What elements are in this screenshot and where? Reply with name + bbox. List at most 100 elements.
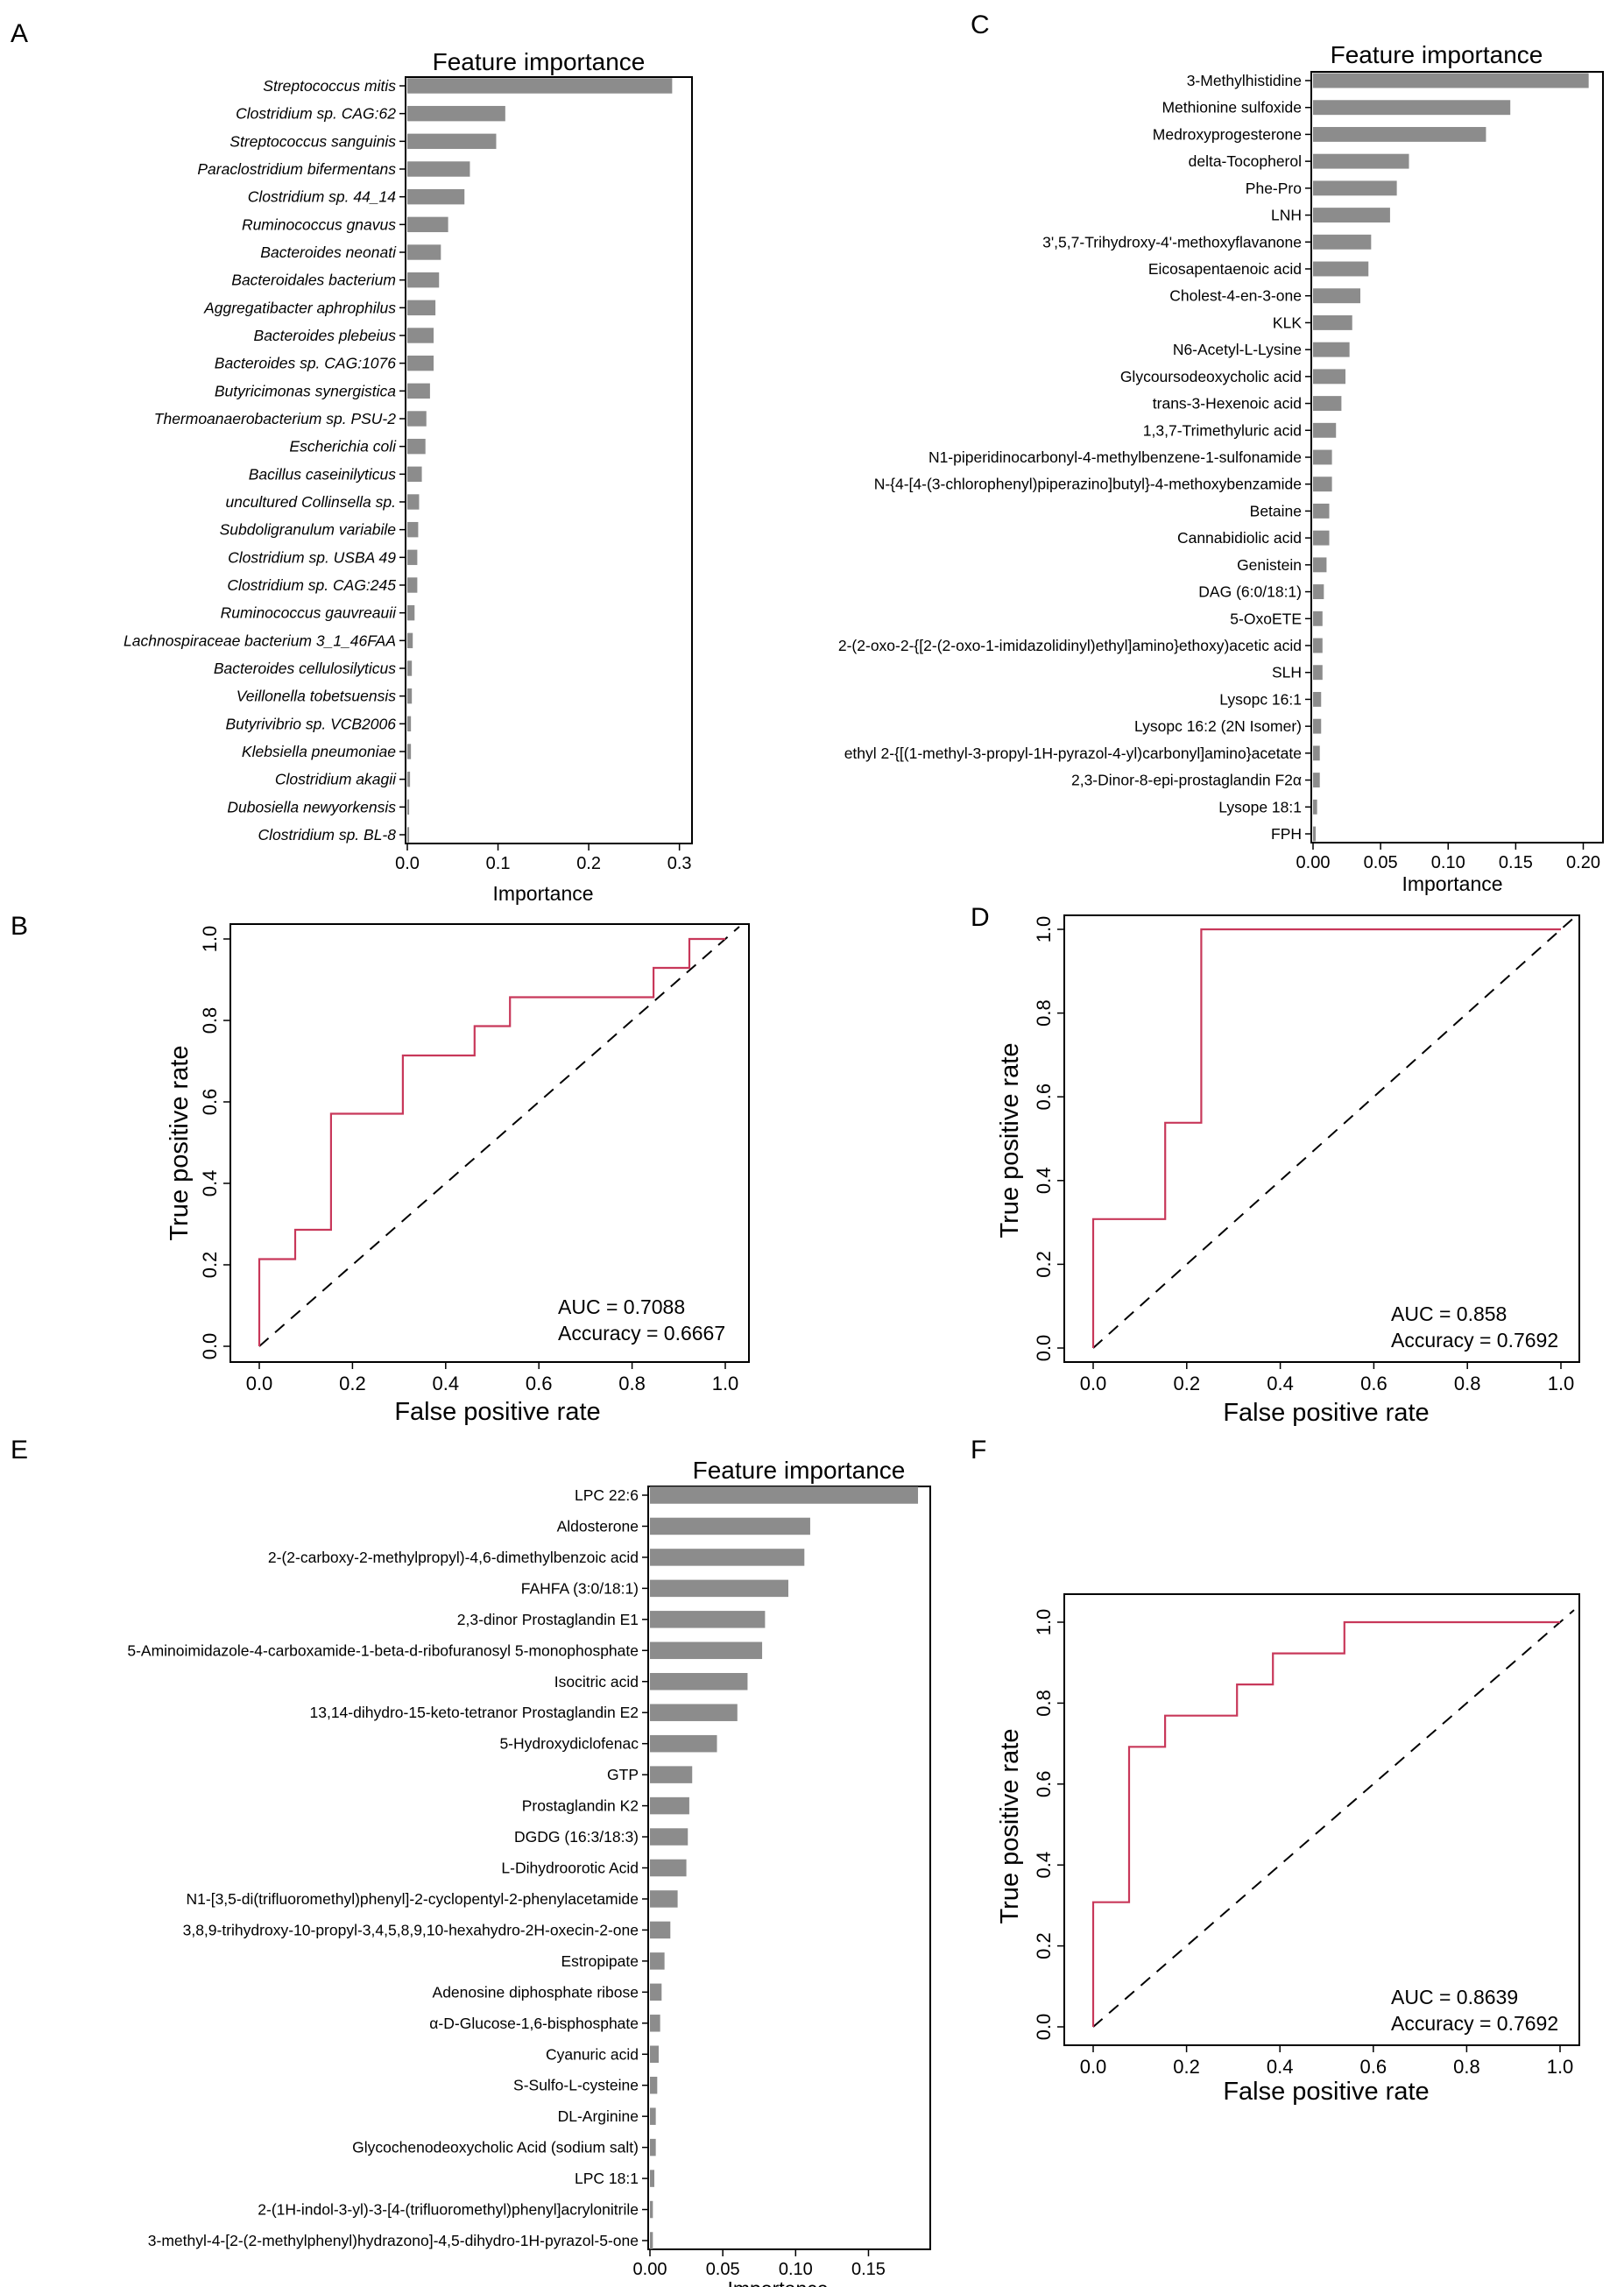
- y-tick-label: 13,14-dihydro-15-keto-tetranor Prostagla…: [310, 1704, 639, 1721]
- y-tick-label: Butyricimonas synergistica: [215, 382, 396, 399]
- bar: [407, 688, 413, 704]
- x-tick-label: 0.2: [339, 1373, 366, 1394]
- bar: [1313, 665, 1323, 681]
- accuracy-annotation: Accuracy = 0.7692: [1391, 2012, 1558, 2035]
- bar: [1313, 449, 1332, 465]
- x-tick-label: 0.2: [1173, 2056, 1200, 2078]
- bar: [650, 1952, 665, 1970]
- y-tick-label: 3,8,9-trihydroxy-10-propyl-3,4,5,8,9,10-…: [183, 1921, 639, 1938]
- bar: [407, 604, 415, 621]
- y-tick-label: S-Sulfo-L-cysteine: [513, 2077, 639, 2094]
- x-tick-label: 0.0: [1080, 2056, 1107, 2078]
- bar: [650, 2015, 660, 2032]
- plot-frame: [647, 1486, 931, 2250]
- bar: [407, 244, 441, 260]
- x-tick-label: 0.4: [433, 1373, 460, 1394]
- bar: [1313, 234, 1372, 250]
- panel-d: D 0.0 0.2 0.4 0.6 0.8 1.0 0.0 0.2 0.4 0.6 0.8 1.0 Fa…: [971, 903, 1580, 1427]
- bar: [407, 660, 413, 676]
- y-tick-label: Clostridium akagii: [275, 771, 397, 788]
- bar: [1313, 530, 1330, 546]
- x-tick-label: 0.10: [779, 2260, 813, 2279]
- y-tick-label: 0.6: [1033, 1084, 1055, 1111]
- x-tick-label: 1.0: [1547, 2056, 1574, 2078]
- y-tick-label: 2-(2-carboxy-2-methylpropyl)-4,6-dimethy…: [268, 1549, 639, 1566]
- bar: [407, 383, 430, 399]
- roc-curve: [1091, 1620, 1560, 2027]
- bar: [407, 521, 419, 538]
- y-tick-label: 1.0: [1033, 916, 1055, 943]
- bar: [407, 355, 434, 371]
- x-axis-label: Importance: [727, 2277, 828, 2287]
- panel-label-c: C: [971, 11, 990, 39]
- bar: [407, 466, 422, 483]
- bar: [1313, 314, 1352, 330]
- bar: [1313, 422, 1337, 438]
- y-tick-label: Ruminococcus gnavus: [242, 215, 396, 233]
- bar: [407, 771, 411, 787]
- bar: [1313, 826, 1317, 842]
- y-tick-label: uncultured Collinsella sp.: [225, 493, 396, 511]
- y-tick-label: GTP: [607, 1766, 639, 1783]
- bar: [1313, 396, 1342, 412]
- y-tick-label: Methionine sulfoxide: [1162, 99, 1302, 116]
- y-tick-label: Bacteroides neonati: [260, 244, 397, 261]
- y-tick-label: Ruminococcus gauvreauii: [221, 604, 397, 622]
- bar: [650, 1579, 788, 1598]
- y-tick-label: Bacteroides sp. CAG:1076: [215, 355, 396, 372]
- panel-c: C Feature importance 3-Methylhistidine Met…: [838, 11, 1604, 895]
- bar: [1313, 745, 1320, 761]
- bar: [1313, 180, 1397, 196]
- y-tick-label: Thermoanaerobacterium sp. PSU-2: [154, 410, 396, 427]
- y-tick-label: 0.6: [199, 1089, 221, 1116]
- bar: [407, 716, 412, 732]
- bar: [1313, 100, 1511, 116]
- bar: [407, 78, 673, 94]
- y-tick-label: Genistein: [1237, 556, 1302, 574]
- y-tick-label: Medroxyprogesterone: [1153, 125, 1302, 143]
- y-tick-label: DAG (6:0/18:1): [1198, 583, 1302, 601]
- y-tick-label: Bacteroides cellulosilyticus: [214, 660, 396, 677]
- bar: [407, 438, 426, 455]
- y-tick-label: LNH: [1271, 207, 1302, 224]
- bar: [650, 1859, 687, 1877]
- x-tick-label: 0.1: [486, 854, 511, 873]
- y-tick-label: 2-(1H-indol-3-yl)-3-[4-(trifluoromethyl)…: [258, 2201, 639, 2219]
- bar: [650, 2045, 659, 2064]
- y-tick-label: Veillonella tobetsuensis: [237, 688, 396, 705]
- y-tick-label: DGDG (16:3/18:3): [514, 1828, 639, 1846]
- x-axis-label: Importance: [492, 882, 593, 905]
- bar: [407, 632, 413, 649]
- roc-curve: [1091, 928, 1561, 1348]
- bar: [650, 2107, 656, 2125]
- y-tick-label: LPC 18:1: [575, 2170, 639, 2187]
- panel-label-f: F: [971, 1436, 986, 1465]
- x-tick-label: 0.8: [618, 1373, 646, 1394]
- bar: [1313, 261, 1369, 277]
- plot-frame: [1063, 1593, 1580, 2046]
- y-tick-label: Clostridium sp. USBA 49: [228, 548, 396, 566]
- bar: [650, 1828, 688, 1846]
- y-tick-label: 0.2: [199, 1252, 221, 1279]
- y-tick-label: LPC 22:6: [575, 1486, 639, 1504]
- y-tick-label: 5-Aminoimidazole-4-carboxamide-1-beta-d-…: [127, 1641, 639, 1659]
- auc-annotation: AUC = 0.8639: [1391, 1986, 1518, 2008]
- y-tick-label: Bacteroides plebeius: [254, 327, 397, 344]
- x-tick-label: 0.20: [1566, 853, 1600, 872]
- y-tick-label: Isocitric acid: [554, 1673, 639, 1691]
- y-tick-label: Glycoursodeoxycholic acid: [1120, 368, 1302, 385]
- roc-curve: [258, 937, 725, 1346]
- y-tick-label: Lysopc 16:1: [1219, 690, 1302, 708]
- panel-f: F 0.0 0.2 0.4 0.6 0.8 1.0 0.0 0.2 0.4 0.6 0.8 1.0 Fa…: [971, 1436, 1580, 2106]
- bar: [407, 549, 418, 566]
- bar: [1313, 369, 1346, 385]
- accuracy-annotation: Accuracy = 0.7692: [1391, 1329, 1558, 1352]
- bar: [650, 2170, 654, 2187]
- bar: [1313, 718, 1322, 734]
- x-tick-label: 0.2: [1174, 1373, 1201, 1394]
- y-tick-label: 0.8: [199, 1007, 221, 1034]
- y-tick-label: 0.0: [1033, 1335, 1055, 1362]
- x-tick-label: 0.00: [1296, 853, 1331, 872]
- y-tick-label: 0.8: [1033, 1690, 1055, 1717]
